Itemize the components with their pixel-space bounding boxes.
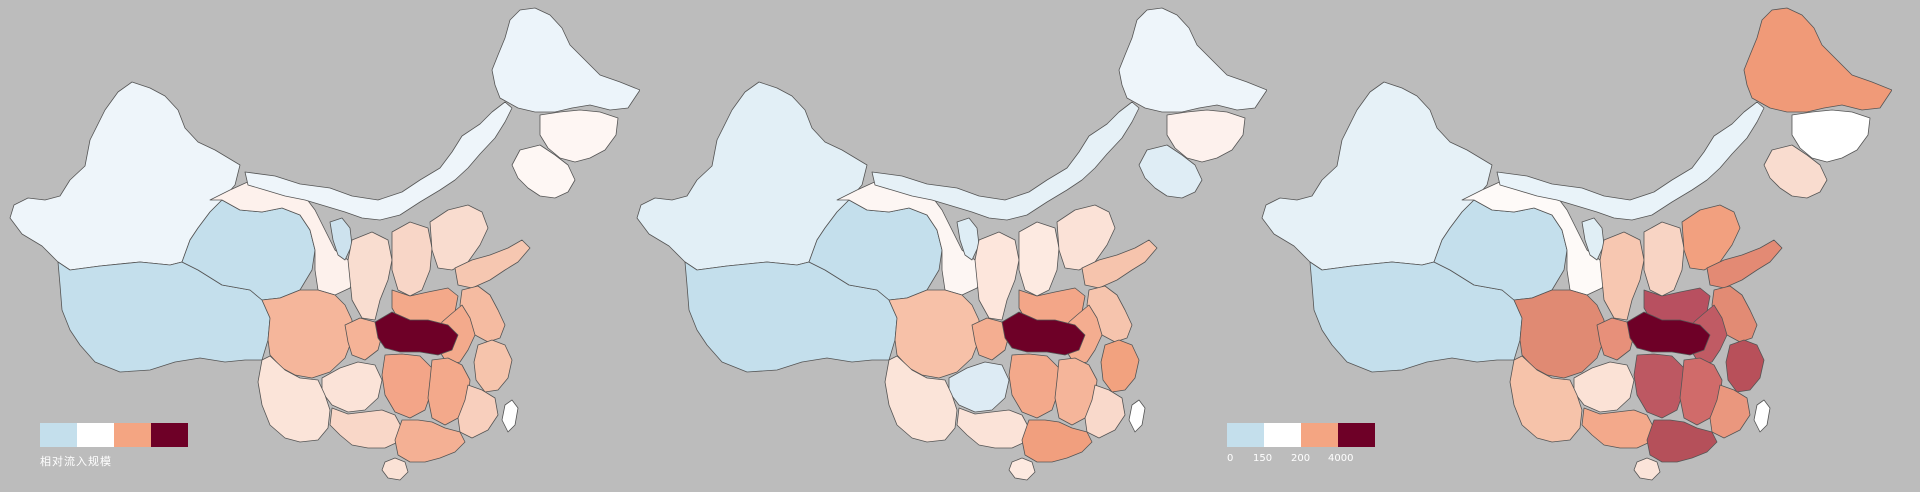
china-choropleth-map-3 [1261, 7, 1892, 481]
province-guizhou [321, 361, 383, 413]
province-yunnan [1509, 355, 1583, 443]
province-fujian [457, 384, 499, 439]
legend-swatches [1227, 423, 1375, 447]
province-hainan [1008, 457, 1036, 481]
province-liaoning [1138, 144, 1203, 199]
legend-swatch-1 [77, 423, 114, 447]
province-zhejiang [1100, 339, 1140, 393]
legend-swatch-3 [1338, 423, 1375, 447]
province-hubei [1001, 311, 1086, 356]
province-jilin [1166, 109, 1246, 163]
province-guangxi [956, 407, 1030, 449]
province-guangxi [329, 407, 403, 449]
legend-swatch-3 [151, 423, 188, 447]
province-hunan [381, 353, 433, 419]
province-heilongjiang [491, 7, 640, 113]
province-hubei [374, 311, 459, 356]
province-hebei [1681, 204, 1741, 271]
province-chongqing [1596, 317, 1635, 361]
legend-tick-3: 4000 [1328, 453, 1354, 464]
province-guizhou [948, 361, 1010, 413]
province-shanxi [391, 221, 433, 297]
province-inner-mongolia [244, 101, 513, 221]
province-sichuan [888, 289, 980, 379]
province-zhejiang [1725, 339, 1765, 393]
china-choropleth-map-2 [636, 7, 1267, 481]
province-ningxia [329, 217, 353, 261]
province-jilin [1791, 109, 1871, 163]
province-sichuan [261, 289, 353, 379]
province-heilongjiang [1118, 7, 1267, 113]
legend-right: 0 150 200 4000 [1227, 423, 1375, 467]
province-hainan [381, 457, 409, 481]
province-hunan [1008, 353, 1060, 419]
province-chongqing [344, 317, 383, 361]
province-shandong [1081, 239, 1158, 289]
province-inner-mongolia [1496, 101, 1765, 221]
legend-tick-2: 200 [1291, 453, 1311, 464]
province-hebei [1056, 204, 1116, 271]
legend-title: 相对流入规模 [40, 455, 112, 468]
legend-swatch-0 [1227, 423, 1264, 447]
province-shaanxi [974, 231, 1020, 321]
province-yunnan [257, 355, 331, 443]
province-yunnan [884, 355, 958, 443]
province-ningxia [1581, 217, 1605, 261]
province-guangdong [394, 419, 466, 463]
province-hebei [429, 204, 489, 271]
province-inner-mongolia [871, 101, 1140, 221]
legend-ticks: 0 150 200 4000 [1227, 453, 1375, 467]
legend-swatch-2 [114, 423, 151, 447]
legend-tick-1: 150 [1253, 453, 1273, 464]
province-heilongjiang [1743, 7, 1892, 113]
province-taiwan [1753, 399, 1771, 433]
province-liaoning [1763, 144, 1828, 199]
province-fujian [1084, 384, 1126, 439]
province-hubei [1626, 311, 1711, 356]
province-shanxi [1643, 221, 1685, 297]
legend-swatch-1 [1264, 423, 1301, 447]
province-fujian [1709, 384, 1751, 439]
province-ningxia [956, 217, 980, 261]
province-taiwan [501, 399, 519, 433]
legend-tick-0: 0 [1227, 453, 1234, 464]
province-shandong [454, 239, 531, 289]
province-shanxi [1018, 221, 1060, 297]
province-guizhou [1573, 361, 1635, 413]
legend-swatch-0 [40, 423, 77, 447]
province-guangdong [1646, 419, 1718, 463]
province-taiwan [1128, 399, 1146, 433]
province-hunan [1633, 353, 1685, 419]
province-hainan [1633, 457, 1661, 481]
province-sichuan [1513, 289, 1605, 379]
province-shandong [1706, 239, 1783, 289]
province-shaanxi [347, 231, 393, 321]
province-chongqing [971, 317, 1010, 361]
legend-swatches [40, 423, 188, 447]
province-jilin [539, 109, 619, 163]
province-zhejiang [473, 339, 513, 393]
legend-swatch-2 [1301, 423, 1338, 447]
province-liaoning [511, 144, 576, 199]
legend-left: 相对流入规模 [40, 423, 188, 469]
province-guangxi [1581, 407, 1655, 449]
province-shaanxi [1599, 231, 1645, 321]
china-choropleth-map-1 [9, 7, 640, 481]
province-guangdong [1021, 419, 1093, 463]
